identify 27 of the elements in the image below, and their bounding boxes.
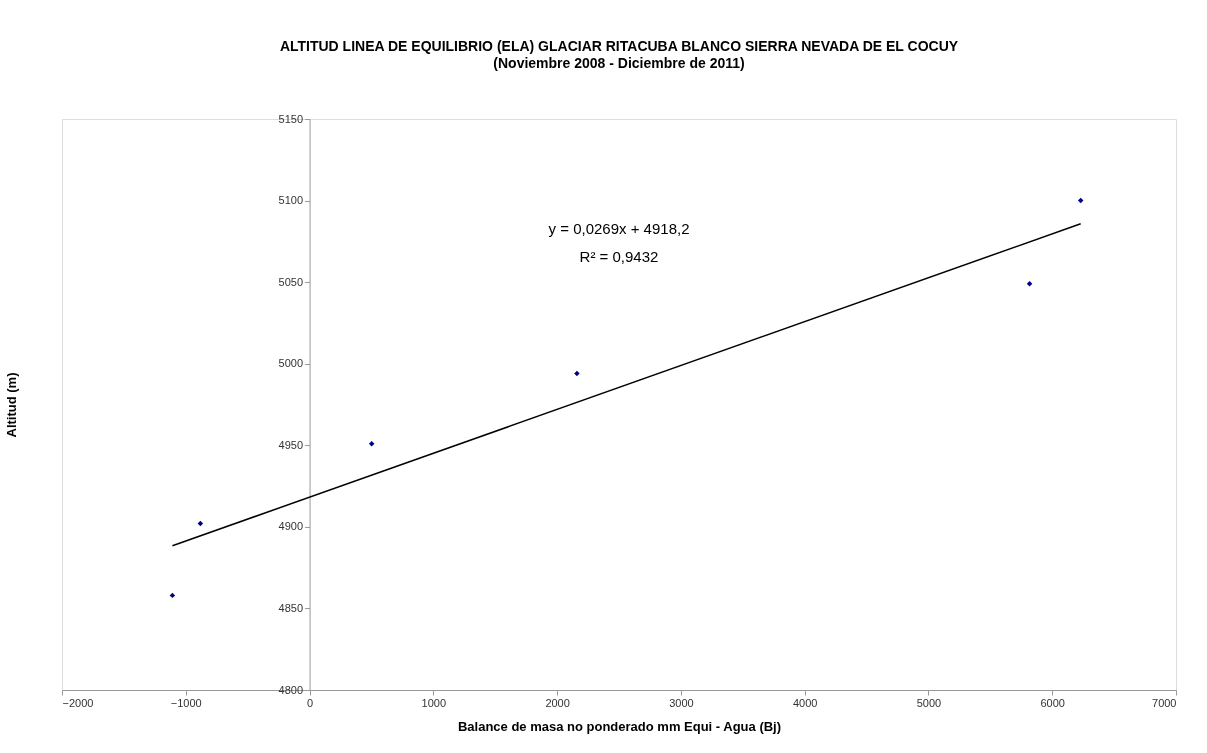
- y-tick-label: 4950: [278, 438, 304, 451]
- x-tick-label: 7000: [1152, 696, 1177, 709]
- y-tick-label: 5000: [278, 357, 304, 370]
- annotation: y = 0,0269x + 4918,2: [548, 220, 690, 237]
- point: [368, 440, 375, 447]
- y-axis-title: Altitud (m): [4, 372, 20, 438]
- y-tick-label: 5050: [278, 275, 304, 288]
- y-tick-label: 5150: [278, 112, 304, 125]
- x-axis-title: Balance de masa no ponderado mm Equi - Agua (Bj): [457, 718, 782, 734]
- x-tick-label: 4000: [792, 696, 818, 709]
- x-tick-label: −2000: [62, 696, 94, 709]
- point: [1026, 281, 1033, 287]
- chart-subtitle: (Noviembre 2008 - Diciembre de 2011): [493, 55, 745, 71]
- y-tick-label: 4850: [278, 601, 304, 614]
- point: [574, 370, 580, 377]
- x-tick-label: 0: [306, 696, 314, 709]
- y-tick-label: 5100: [278, 194, 304, 207]
- x-tick-label: 5000: [916, 696, 942, 709]
- chart-title: ALTITUD LINEA DE EQUILIBRIO (ELA) GLACIAR RITACUBA BLANCO SIERRA NEVADA DE EL COCUY: [279, 38, 959, 54]
- y-tick-label: 4800: [278, 683, 304, 696]
- x-tick-label: 2000: [545, 696, 570, 709]
- x-tick-label: 1000: [421, 696, 447, 709]
- x-tick-label: 6000: [1040, 696, 1065, 709]
- x-tick-label: −1000: [170, 696, 202, 709]
- y-tick-label: 4900: [278, 520, 304, 533]
- annotation: R² = 0,9432: [579, 248, 659, 265]
- x-tick-label: 3000: [669, 696, 694, 709]
